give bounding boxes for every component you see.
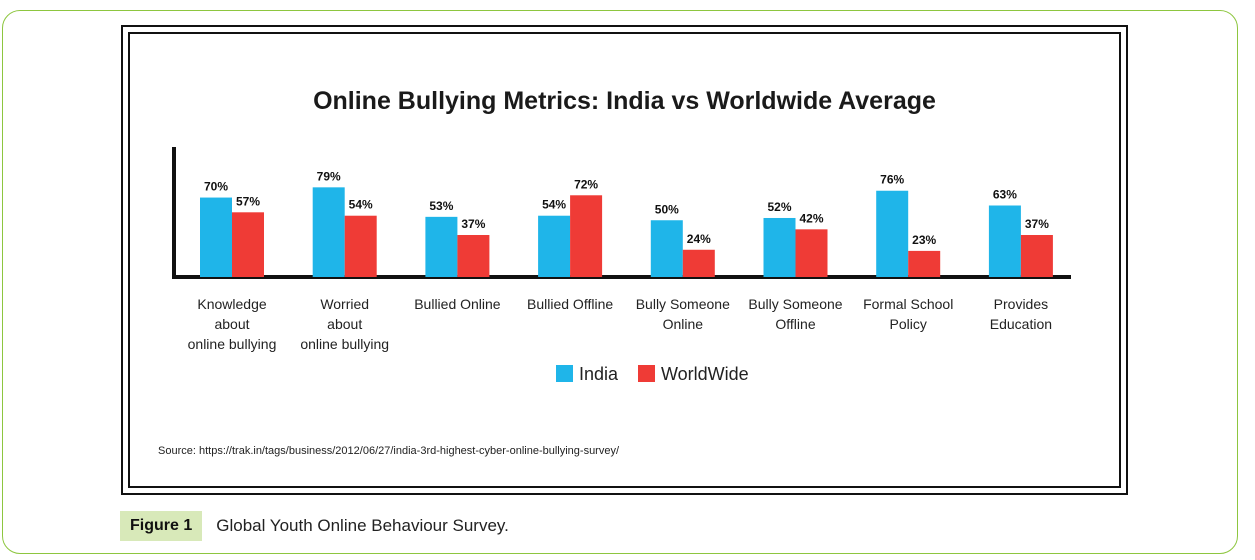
data-label-worldwide-0: 57%	[236, 194, 260, 208]
category-label-7: Provides Education	[990, 296, 1052, 332]
legend-label-india: India	[579, 364, 619, 384]
bar-india-7	[988, 205, 1021, 277]
category-label-2: Bullied Online	[414, 296, 501, 312]
chart-title: Online Bullying Metrics: India vs Worldw…	[313, 87, 936, 115]
figure-caption: Figure 1 Global Youth Online Behaviour S…	[120, 511, 509, 541]
category-label-4: Bully Someone Online	[636, 296, 730, 332]
data-label-worldwide-4: 24%	[687, 232, 711, 246]
figure-box: Online Bullying Metrics: India vs Worldw…	[121, 25, 1128, 495]
bar-worldwide-5	[795, 229, 828, 277]
data-label-india-4: 50%	[655, 202, 679, 216]
bar-chart: 70% 57% Knowledge about online bullying 79% 54…	[172, 147, 1071, 384]
bar-worldwide-6	[908, 250, 941, 277]
category-label-3: Bullied Offline	[527, 296, 613, 312]
bar-india-5	[763, 217, 796, 277]
category-label-5: Bully Someone Offline	[748, 296, 842, 332]
figure-frame	[2, 10, 1238, 554]
caption-text: Global Youth Online Behaviour Survey.	[216, 516, 509, 535]
data-label-india-3: 54%	[542, 198, 566, 212]
data-label-india-0: 70%	[204, 180, 228, 194]
bar-worldwide-0	[232, 212, 264, 277]
category-label-0: Knowledge about online bullying	[188, 296, 277, 352]
legend-label-worldwide: WorldWide	[661, 364, 749, 384]
bar-worldwide-3	[570, 195, 603, 277]
bar-worldwide-1	[344, 215, 377, 277]
data-label-worldwide-6: 23%	[912, 233, 936, 247]
data-label-worldwide-3: 72%	[574, 177, 598, 191]
data-label-worldwide-7: 37%	[1025, 217, 1049, 231]
legend-swatch-worldwide	[638, 365, 655, 382]
bar-india-1	[312, 187, 345, 277]
bar-india-6	[876, 190, 909, 277]
legend-swatch-india	[556, 365, 573, 382]
bar-india-4	[650, 220, 683, 277]
category-label-6: Formal School Policy	[863, 296, 953, 332]
source-note: Source: https://trak.in/tags/business/20…	[158, 445, 620, 457]
figure-inner-border	[128, 32, 1121, 488]
bar-india-0	[200, 197, 232, 277]
data-label-india-2: 53%	[429, 199, 453, 213]
category-label-1: Worried about online bullying	[300, 296, 389, 352]
bar-worldwide-4	[682, 249, 715, 277]
data-label-worldwide-5: 42%	[799, 211, 823, 225]
data-label-india-7: 63%	[993, 187, 1017, 201]
data-label-india-5: 52%	[767, 200, 791, 214]
bar-worldwide-7	[1020, 235, 1053, 277]
data-label-worldwide-2: 37%	[461, 217, 485, 231]
data-label-worldwide-1: 54%	[349, 198, 373, 212]
bar-india-3	[538, 215, 571, 277]
data-label-india-1: 79%	[317, 169, 341, 183]
data-label-india-6: 76%	[880, 173, 904, 187]
bar-india-2	[425, 216, 458, 277]
bar-worldwide-2	[457, 235, 490, 277]
figure-label: Figure 1	[120, 511, 203, 541]
